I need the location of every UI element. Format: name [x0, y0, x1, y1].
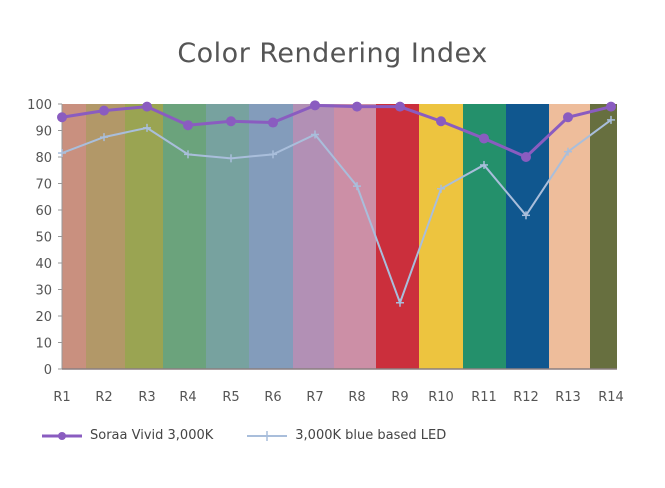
color-band	[590, 104, 617, 369]
y-tick-label: 40	[35, 257, 52, 272]
x-tick-label: R14	[598, 390, 624, 405]
plot-area: 0 10 20 30 40 50 60 70 80 90 100 R1 R2 R3 R4 R5 R6 R7 R8 R9…	[27, 98, 624, 405]
data-point-circle	[479, 133, 489, 144]
x-tick-label: R1	[53, 390, 70, 405]
x-tick-label: R3	[138, 390, 155, 405]
color-band	[419, 104, 463, 369]
x-tick-label: R4	[179, 390, 196, 405]
y-tick-label: 90	[35, 125, 52, 140]
x-tick-label: R9	[391, 390, 408, 405]
y-tick-label: 60	[35, 204, 52, 219]
legend-swatch-circle-icon	[42, 431, 82, 440]
legend: Soraa Vivid 3,000K 3,000K blue based LED	[40, 428, 478, 443]
color-band	[125, 104, 163, 369]
series-line	[61, 119, 612, 306]
y-tick-label: 80	[35, 151, 52, 166]
color-band	[506, 104, 549, 369]
y-tick-label: 70	[35, 178, 52, 193]
x-tick-label: R2	[95, 390, 112, 405]
legend-label: Soraa Vivid 3,000K	[90, 428, 214, 443]
data-point-circle	[436, 116, 446, 127]
x-tick-label: R6	[264, 390, 281, 405]
data-point-circle	[99, 105, 109, 116]
data-point-circle	[352, 101, 362, 112]
x-tick-label: R11	[471, 390, 497, 405]
color-band	[86, 104, 125, 369]
x-tick-label: R7	[306, 390, 323, 405]
x-tick-label: R12	[513, 390, 539, 405]
data-point-circle	[183, 120, 193, 131]
x-tick-label: R8	[348, 390, 365, 405]
data-point-circle	[57, 112, 67, 123]
data-point-circle	[268, 117, 278, 128]
color-band	[549, 104, 590, 369]
data-point-circle	[142, 101, 152, 112]
data-point-circle	[310, 100, 320, 111]
y-tick-label: 30	[35, 284, 52, 299]
color-band	[293, 104, 334, 369]
color-band	[206, 104, 249, 369]
legend-item-blue-led: 3,000K blue based LED	[245, 428, 446, 443]
color-band	[376, 104, 419, 369]
data-point-circle	[226, 116, 236, 127]
chart-title: Color Rendering Index	[177, 38, 488, 69]
data-point-circle	[521, 152, 531, 162]
series-line	[61, 103, 612, 159]
y-tick-label: 100	[27, 98, 52, 113]
legend-swatch-plus-icon	[247, 430, 288, 441]
color-band	[62, 104, 86, 369]
color-band	[463, 104, 506, 369]
y-tick-label: 10	[35, 337, 52, 352]
data-point-circle	[606, 101, 616, 112]
x-tick-label: R5	[222, 390, 239, 405]
x-tick-label: R10	[428, 390, 454, 405]
y-tick-label: 20	[35, 310, 52, 325]
x-tick-label: R13	[555, 390, 581, 405]
data-point-circle	[395, 101, 405, 112]
legend-item-soraa: Soraa Vivid 3,000K	[40, 428, 213, 443]
color-band	[334, 104, 376, 369]
color-band	[249, 104, 293, 369]
y-tick-label: 50	[35, 231, 52, 246]
color-band	[163, 104, 206, 369]
y-tick-label: 0	[44, 363, 52, 378]
data-point-circle	[563, 112, 573, 123]
legend-label: 3,000K blue based LED	[295, 428, 447, 443]
